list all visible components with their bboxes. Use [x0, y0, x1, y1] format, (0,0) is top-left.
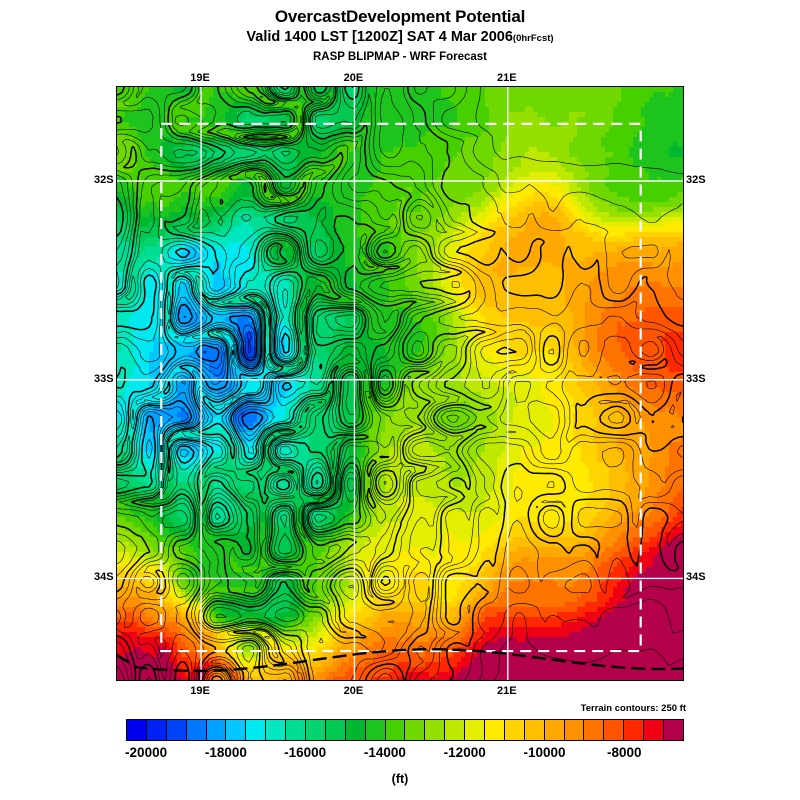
lon-tick-top: 19E [190, 72, 210, 84]
colorbar-cell [266, 720, 287, 740]
colorbar-cell [146, 720, 167, 740]
lon-tick-bottom: 20E [343, 685, 364, 697]
colorbar-cell [524, 720, 545, 740]
colorbar-cell [445, 720, 466, 740]
colorbar-cell [385, 720, 406, 740]
terrain-contour-note: Terrain contours: 250 ft [580, 703, 686, 714]
lat-tick-left: 34S [94, 571, 114, 584]
colorbar-cell [127, 720, 147, 740]
heatmap-field [117, 87, 683, 680]
colorbar-cell [624, 720, 645, 740]
title-block: OvercastDevelopment Potential Valid 1400… [0, 0, 800, 65]
lat-tick-right: 34S [686, 571, 706, 584]
colorbar-cell [604, 720, 625, 740]
colorbar [126, 719, 684, 741]
colorbar-tick: -18000 [204, 745, 247, 760]
colorbar-cell [186, 720, 207, 740]
lat-tick-right: 32S [686, 174, 706, 186]
terrain-contours [117, 87, 683, 680]
lon-tick-bottom: 21E [496, 685, 517, 697]
lat-tick-left: 32S [94, 174, 114, 186]
graticule [117, 87, 683, 680]
colorbar-cell [206, 720, 227, 740]
colorbar-cell [246, 720, 267, 740]
lat-tick-left: 33S [94, 372, 114, 385]
colorbar-tick: -8000 [607, 745, 642, 760]
colorbar-cell [425, 720, 446, 740]
coastline [117, 648, 683, 673]
valid-time-text: Valid 1400 LST [1200Z] SAT 4 Mar 2006 [246, 29, 513, 45]
lon-tick-bottom: 19E [190, 685, 210, 697]
colorbar-tick-labels: -20000 -18000 -16000 -14000 -12000 -10000 -800… [0, 745, 800, 763]
forecast-hour-suffix: (0hrFcst) [512, 33, 554, 44]
colorbar-cell [166, 720, 187, 740]
model-source-line: RASP BLIPMAP - WRF Forecast [312, 51, 488, 63]
colorbar-cell [664, 720, 683, 740]
colorbar-cell [485, 720, 505, 740]
colorbar-tick: -10000 [523, 745, 566, 760]
colorbar-tick: -16000 [284, 745, 327, 760]
colorbar-cell [544, 720, 565, 740]
colorbar-cell [345, 720, 366, 740]
colorbar-cell [644, 720, 665, 740]
colorbar-cell [405, 720, 426, 740]
lon-tick-top: 21E [496, 72, 517, 84]
valid-time-line: Valid 1400 LST [1200Z] SAT 4 Mar 2006(0h… [0, 28, 800, 48]
colorbar-cell [325, 720, 346, 740]
colorbar-cell [465, 720, 486, 740]
colorbar-cell [226, 720, 247, 740]
colorbar-cell [306, 720, 326, 740]
colorbar-units-label: (ft) [391, 772, 409, 786]
colorbar-cell [564, 720, 585, 740]
lat-tick-right: 33S [686, 372, 706, 385]
lon-tick-top: 20E [343, 72, 364, 84]
colorbar-tick: -14000 [363, 745, 406, 760]
colorbar-cell [365, 720, 386, 740]
colorbar-tick: -20000 [125, 745, 168, 760]
colorbar-cell [504, 720, 525, 740]
colorbar-tick: -12000 [443, 745, 486, 760]
colorbar-cell [286, 720, 307, 740]
forecast-map[interactable] [116, 86, 684, 681]
page-title: OvercastDevelopment Potential [274, 7, 526, 26]
colorbar-cell [584, 720, 605, 740]
map-raster [117, 87, 683, 680]
